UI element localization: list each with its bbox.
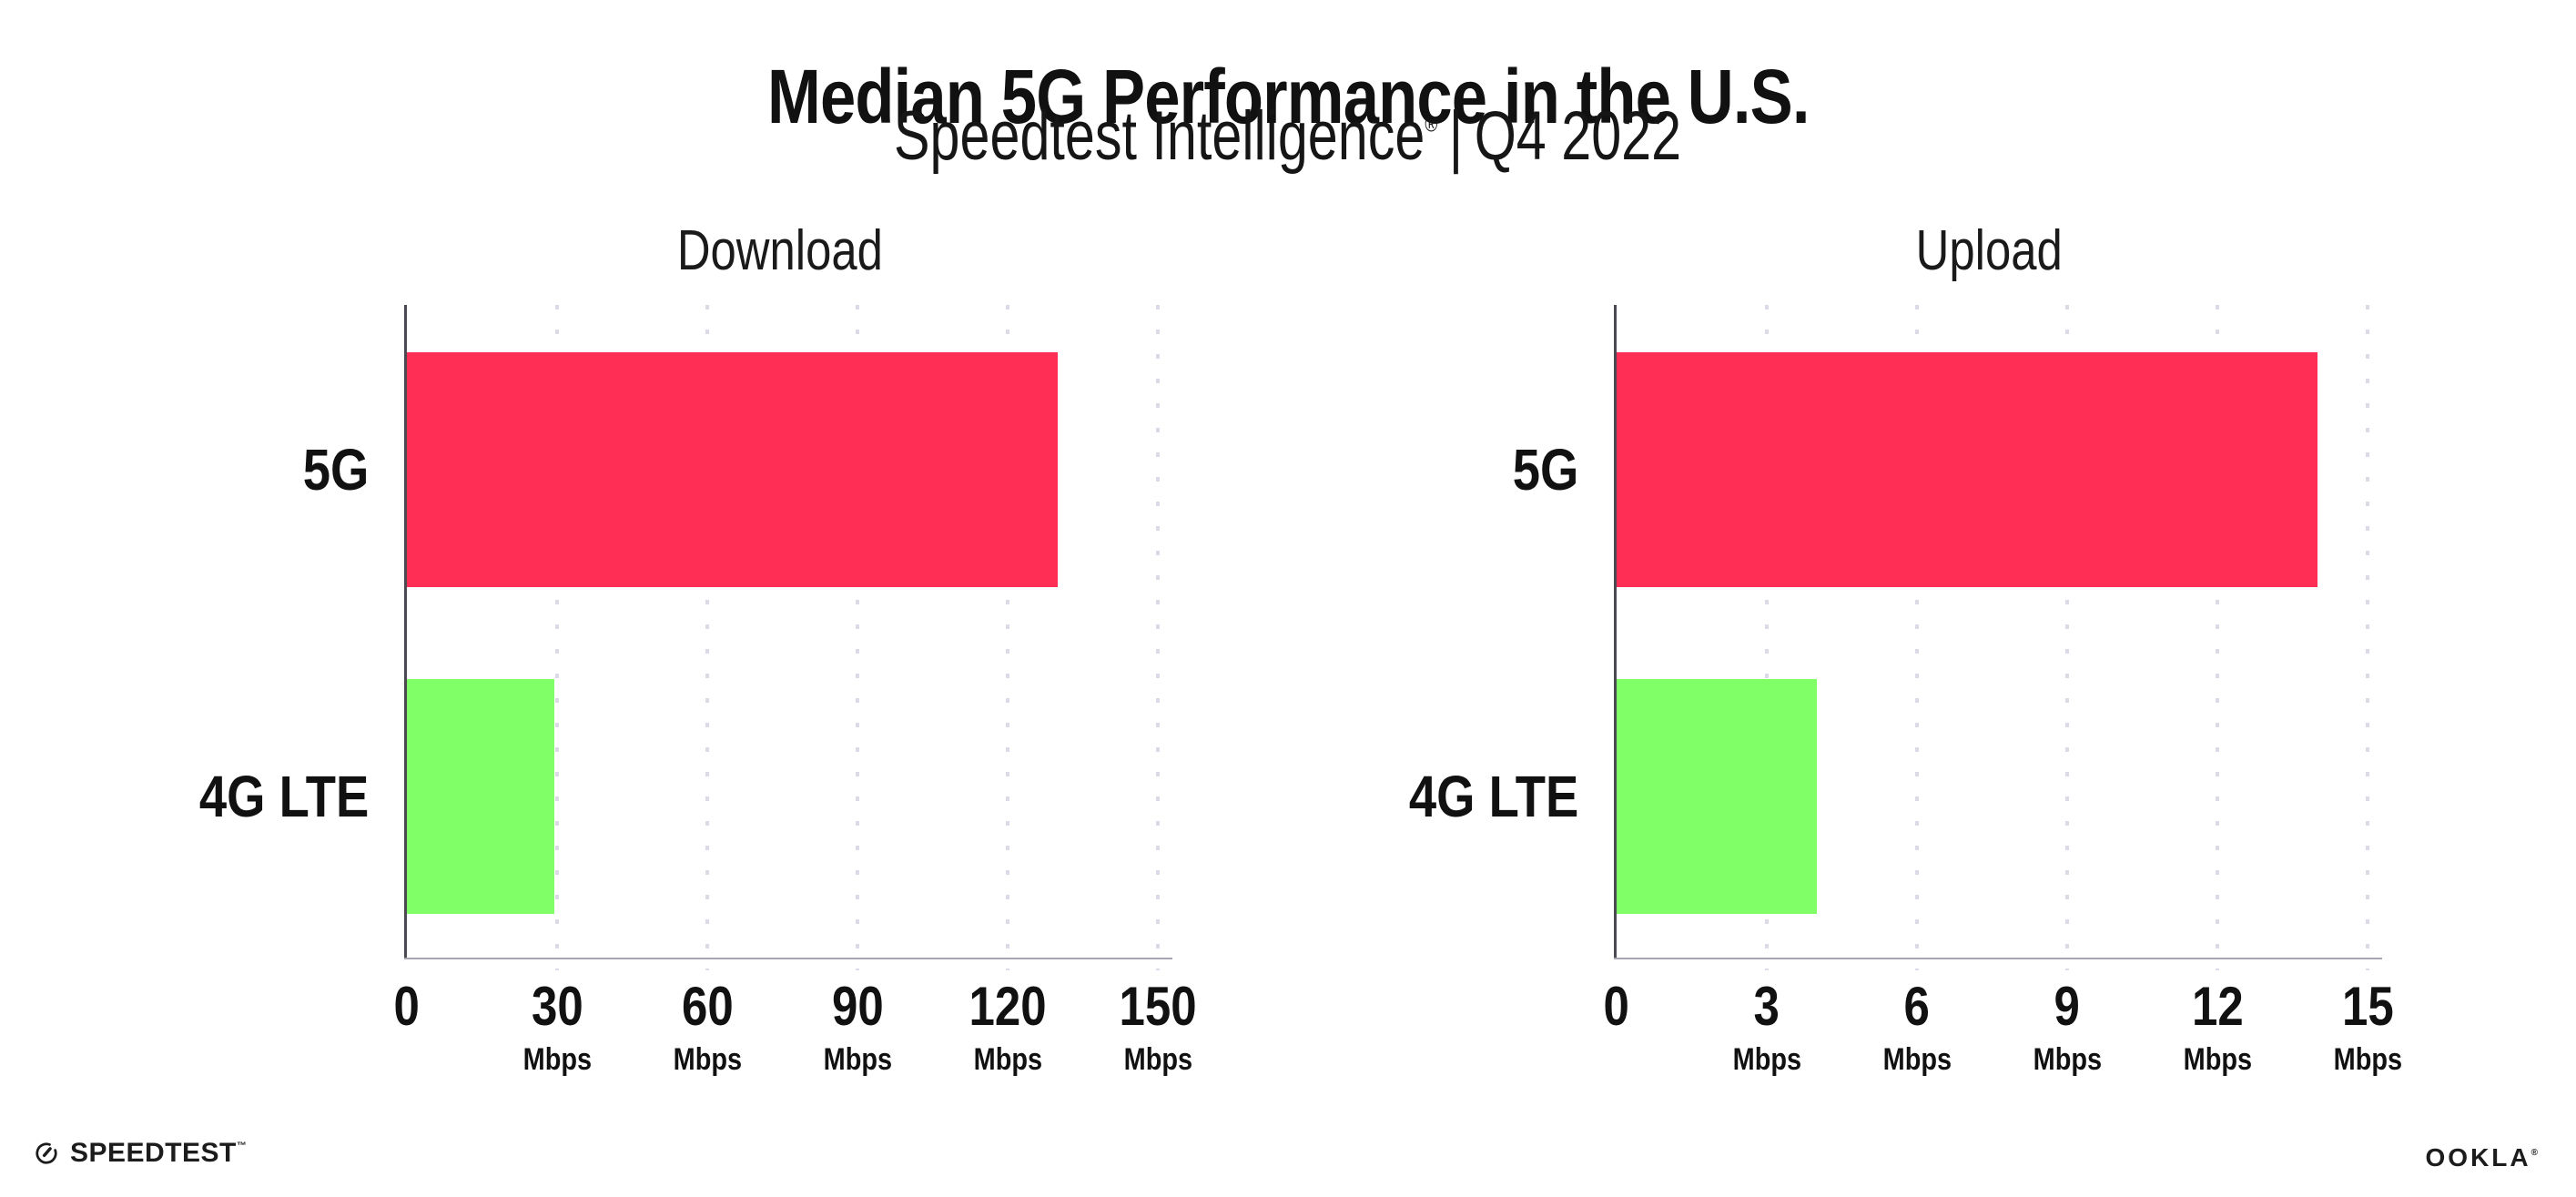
page-title: Median 5G Performance in the U.S. [0, 53, 2576, 141]
gridline [2366, 305, 2369, 970]
x-tick: 120 Mbps [871, 978, 1144, 1078]
tick-label: 12 [2191, 976, 2244, 1037]
tick-unit-label: Mbps [1732, 1042, 1801, 1077]
gridline [1156, 305, 1160, 970]
tick-label: 150 [1119, 976, 1197, 1037]
tick-label: 0 [393, 976, 421, 1037]
speedtest-wordmark: SPEEDTEST™ [70, 1138, 248, 1168]
gridline [1006, 305, 1009, 970]
registered-mark: ® [2530, 1148, 2538, 1158]
tick-unit-label: Mbps [522, 1042, 592, 1077]
registered-mark: ® [1425, 112, 1438, 137]
upload-4g-lte-bar [1617, 679, 1817, 914]
x-tick: 30 Mbps [421, 978, 694, 1078]
tick-label: 3 [1753, 976, 1780, 1037]
speedtest-logo: SPEEDTEST™ [33, 1138, 247, 1169]
download-5g-bar [407, 352, 1058, 587]
gridline [1765, 305, 1769, 970]
category-label-4g-lte: 4G LTE [1408, 764, 1578, 829]
tick-unit-label: Mbps [673, 1042, 742, 1077]
tick-label: 120 [969, 976, 1047, 1037]
gridline [555, 305, 559, 970]
gridline [2065, 305, 2069, 970]
tick-label: 90 [831, 976, 884, 1037]
x-tick: 0 [1480, 978, 1753, 1035]
tick-label: 9 [2054, 976, 2081, 1037]
tick-unit-label: Mbps [1123, 1042, 1192, 1077]
x-tick: 60 Mbps [571, 978, 844, 1078]
x-tick: 150 Mbps [1021, 978, 1294, 1078]
download-chart: Download 5G 4G LTE 0 30 Mbps 60 Mbps [199, 218, 1197, 1077]
gridline [856, 305, 859, 970]
ookla-logo: OOKLA® [2426, 1143, 2538, 1172]
x-tick: 6 Mbps [1780, 978, 2054, 1078]
upload-chart: Upload 5G 4G LTE 0 3 Mbps 6 Mbps 9 [1409, 218, 2402, 1077]
upload-plot-area: 5G 4G LTE 0 3 Mbps 6 Mbps 9 Mbps 12 Mbps [1409, 305, 2402, 1077]
ookla-wordmark: OOKLA [2425, 1143, 2531, 1172]
tick-label: 15 [2341, 976, 2394, 1037]
x-tick: 0 [270, 978, 543, 1035]
speedtest-gauge-icon [35, 1142, 57, 1164]
subtitle-period: Q4 2022 [1475, 97, 1682, 175]
tick-unit-label: Mbps [823, 1042, 892, 1077]
page-title-text: Median 5G Performance in the U.S. [766, 54, 1810, 140]
upload-5g-bar [1617, 352, 2317, 587]
x-tick: 12 Mbps [2081, 978, 2354, 1078]
gridline [705, 305, 709, 970]
tick-unit-label: Mbps [973, 1042, 1042, 1077]
gridline [2216, 305, 2219, 970]
tick-unit-label: Mbps [1882, 1042, 1952, 1077]
tick-label: 30 [531, 976, 583, 1037]
x-tick: 15 Mbps [2231, 978, 2504, 1078]
category-label-5g: 5G [302, 437, 369, 502]
category-label-5g: 5G [1512, 437, 1578, 502]
page-subtitle: Speedtest Intelligence® | Q4 2022 [0, 96, 2576, 176]
tick-unit-label: Mbps [2033, 1042, 2102, 1077]
tick-unit-label: Mbps [2183, 1042, 2252, 1077]
category-label-4g-lte: 4G LTE [198, 764, 369, 829]
download-plot-area: 5G 4G LTE 0 30 Mbps 60 Mbps 90 Mbps 120 … [199, 305, 1197, 1077]
tick-unit-label: Mbps [2333, 1042, 2402, 1077]
tick-label: 60 [681, 976, 734, 1037]
x-tick: 9 Mbps [1931, 978, 2204, 1078]
x-tick: 3 Mbps [1630, 978, 1903, 1078]
download-4g-lte-bar [407, 679, 555, 914]
gridline [1915, 305, 1919, 970]
tick-label: 6 [1903, 976, 1931, 1037]
subtitle-divider: | [1449, 97, 1464, 175]
download-chart-title: Download [676, 219, 883, 282]
subtitle-brand: Speedtest Intelligence [894, 97, 1425, 175]
trademark-mark: ™ [236, 1141, 248, 1151]
tick-label: 0 [1603, 976, 1630, 1037]
upload-chart-title: Upload [1915, 219, 2064, 282]
x-tick: 90 Mbps [721, 978, 994, 1078]
